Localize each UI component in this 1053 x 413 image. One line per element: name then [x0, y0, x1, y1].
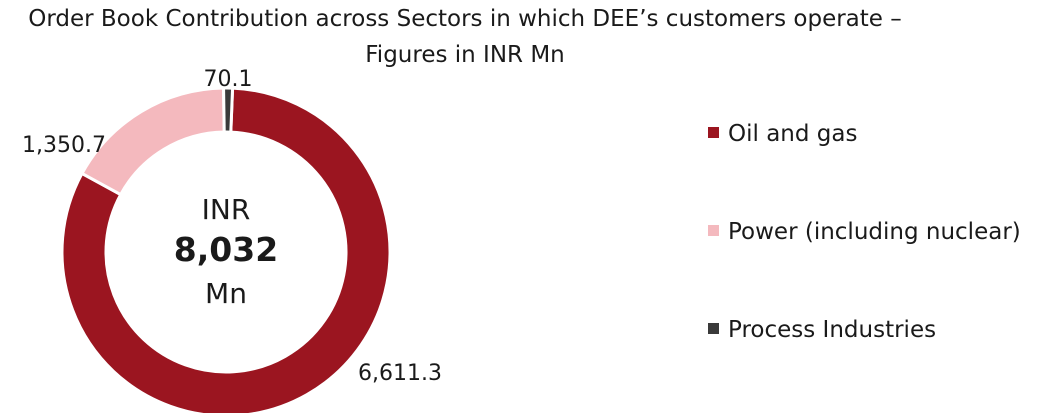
data-label-power-including-nuclear: 1,350.7	[22, 133, 106, 158]
chart-legend: Oil and gas Power (including nuclear) Proc…	[708, 121, 1021, 343]
legend-label-process-industries: Process Industries	[728, 317, 936, 343]
slice-process-industries	[222, 86, 235, 134]
legend-swatch-oil-and-gas	[708, 127, 719, 138]
donut-slices	[60, 86, 392, 413]
center-unit-label: INR	[202, 193, 251, 226]
legend-swatch-process-industries	[708, 323, 719, 334]
chart-title-line2: Figures in INR Mn	[365, 42, 565, 68]
legend-swatch-power-including-nuclear	[708, 225, 719, 236]
center-total-value: 8,032	[174, 230, 278, 269]
slice-oil-and-gas	[60, 86, 392, 413]
data-label-oil-and-gas: 6,611.3	[358, 361, 442, 386]
chart-title-line1: Order Book Contribution across Sectors i…	[28, 6, 902, 32]
data-label-process-industries: 70.1	[204, 67, 253, 92]
legend-label-power-including-nuclear: Power (including nuclear)	[728, 219, 1021, 245]
center-unit-suffix: Mn	[205, 277, 247, 310]
data-labels: 6,611.3 1,350.7 70.1	[22, 67, 442, 386]
legend-label-oil-and-gas: Oil and gas	[728, 121, 857, 147]
